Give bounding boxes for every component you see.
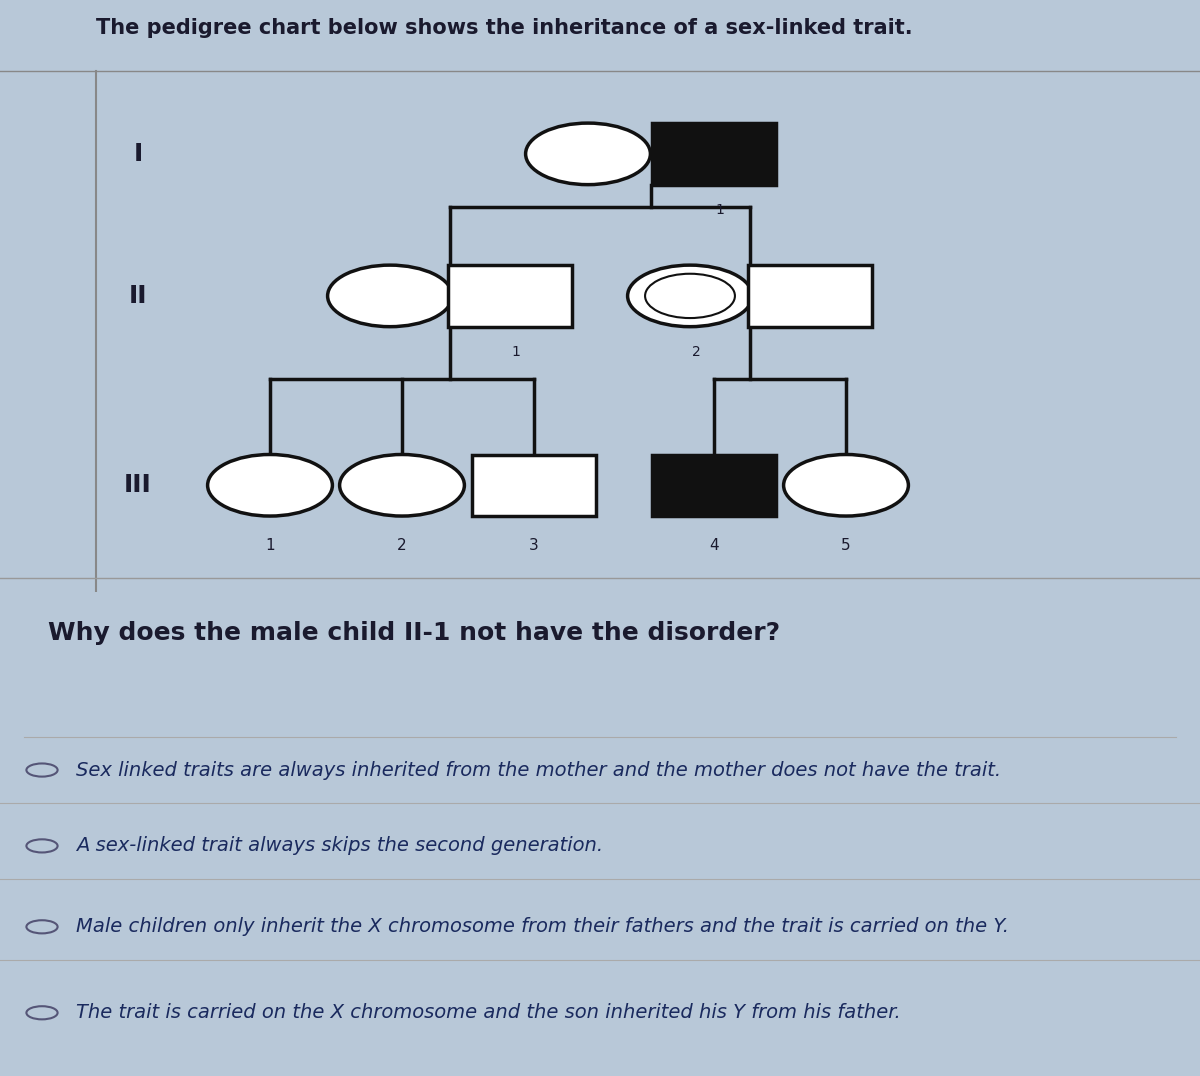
Bar (448, 265, 572, 327)
Bar (472, 454, 596, 516)
Text: A sex-linked trait always skips the second generation.: A sex-linked trait always skips the seco… (76, 836, 602, 855)
Text: 4: 4 (709, 538, 719, 553)
Text: 1: 1 (265, 538, 275, 553)
Text: I: I (133, 142, 143, 166)
Text: Why does the male child II-1 not have the disorder?: Why does the male child II-1 not have th… (48, 621, 780, 645)
Text: Male children only inherit the X chromosome from their fathers and the trait is : Male children only inherit the X chromos… (76, 918, 1008, 936)
Bar (652, 454, 776, 516)
Bar (748, 265, 872, 327)
Circle shape (628, 265, 752, 327)
Text: 2: 2 (692, 345, 701, 359)
Text: Sex linked traits are always inherited from the mother and the mother does not h: Sex linked traits are always inherited f… (76, 761, 1001, 779)
Text: 1: 1 (716, 203, 725, 217)
Text: 1: 1 (512, 345, 521, 359)
Circle shape (646, 273, 734, 318)
Bar (652, 123, 776, 185)
Text: 2: 2 (397, 538, 407, 553)
Circle shape (784, 454, 908, 516)
Text: II: II (128, 284, 148, 308)
Circle shape (208, 454, 332, 516)
Text: III: III (124, 473, 152, 497)
Text: 3: 3 (529, 538, 539, 553)
Text: The trait is carried on the X chromosome and the son inherited his Y from his fa: The trait is carried on the X chromosome… (76, 1003, 900, 1022)
Text: 5: 5 (841, 538, 851, 553)
Circle shape (340, 454, 464, 516)
Circle shape (328, 265, 452, 327)
Text: The pedigree chart below shows the inheritance of a sex-linked trait.: The pedigree chart below shows the inher… (96, 18, 913, 38)
Circle shape (526, 123, 650, 185)
